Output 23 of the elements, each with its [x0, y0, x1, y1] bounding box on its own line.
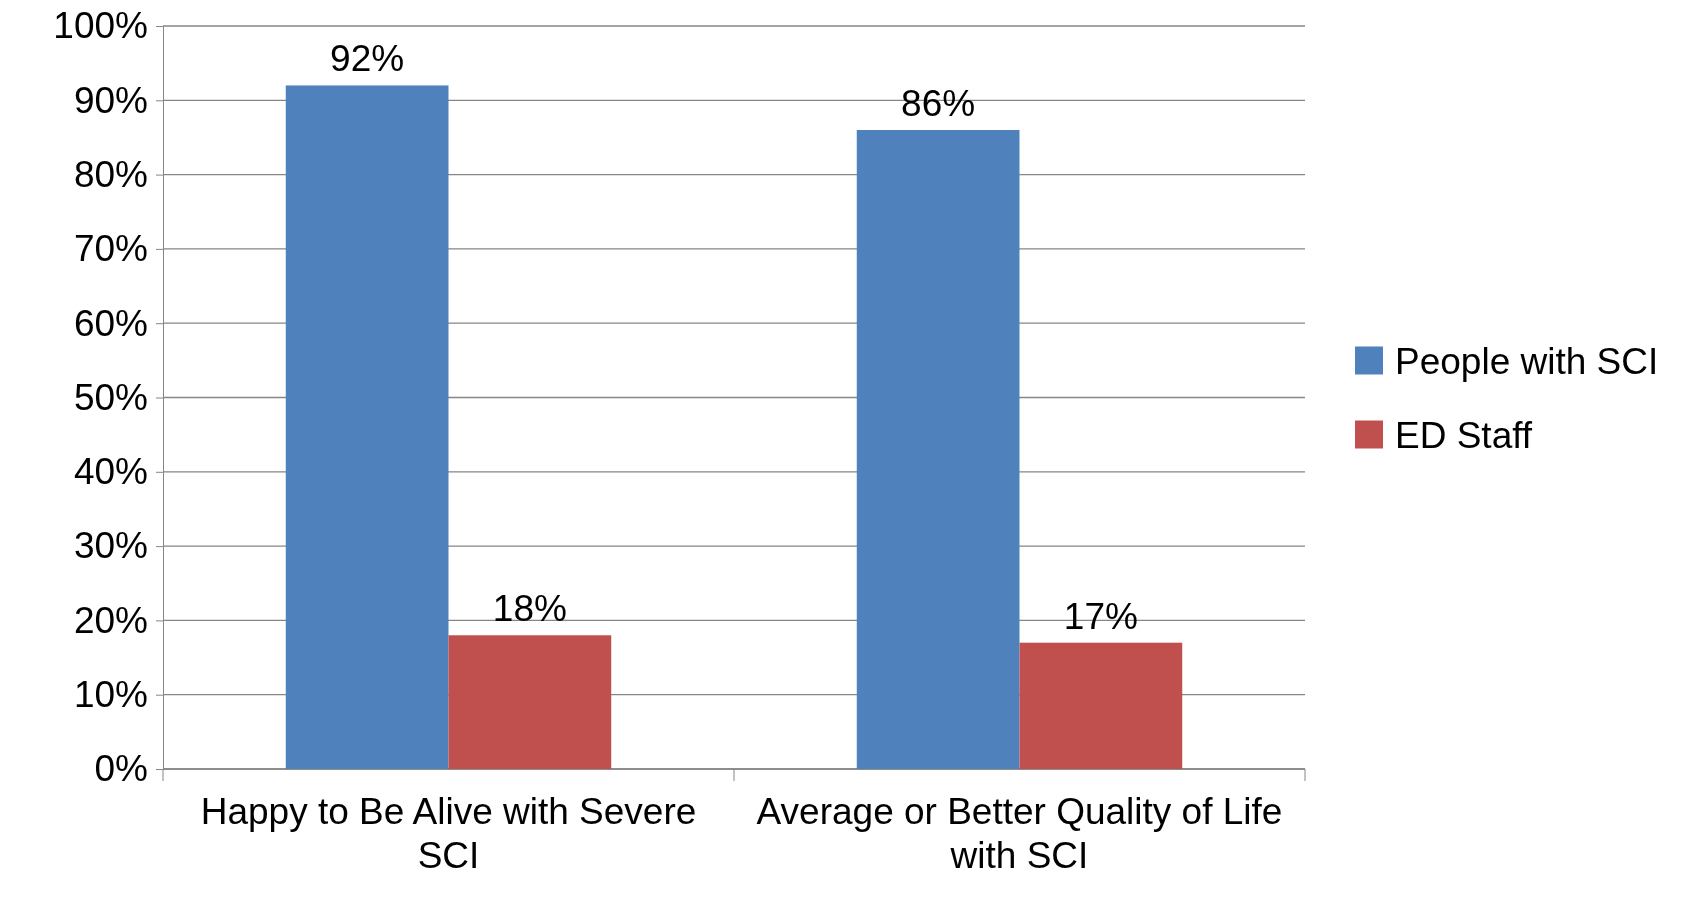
bar [1019, 642, 1183, 769]
y-tick-label: 40% [73, 451, 148, 493]
y-tick-label: 90% [73, 79, 148, 121]
text: 92% [330, 38, 405, 80]
bar [448, 635, 612, 769]
y-tick-label: 50% [73, 376, 148, 418]
y-tick-label: 100% [53, 5, 148, 47]
text: 86% [901, 83, 976, 125]
legend-label: ED Staff [1395, 414, 1533, 456]
x-tick-label: Average or Better Quality of Life with SCI [756, 791, 1283, 877]
bar [856, 130, 1020, 769]
y-tick-label: 0% [94, 748, 148, 790]
x-tick-label: Happy to Be Alive with Severe SCI [200, 791, 697, 877]
bar [285, 85, 449, 769]
text: 17% [1063, 595, 1138, 637]
legend-label: People with SCI [1395, 340, 1659, 382]
y-tick-label: 80% [73, 153, 148, 195]
y-tick-label: 10% [73, 674, 148, 716]
y-tick-label: 60% [73, 302, 148, 344]
y-tick-label: 70% [73, 228, 148, 270]
y-tick-label: 30% [73, 525, 148, 567]
y-tick-label: 20% [73, 599, 148, 641]
text: 18% [492, 588, 567, 630]
